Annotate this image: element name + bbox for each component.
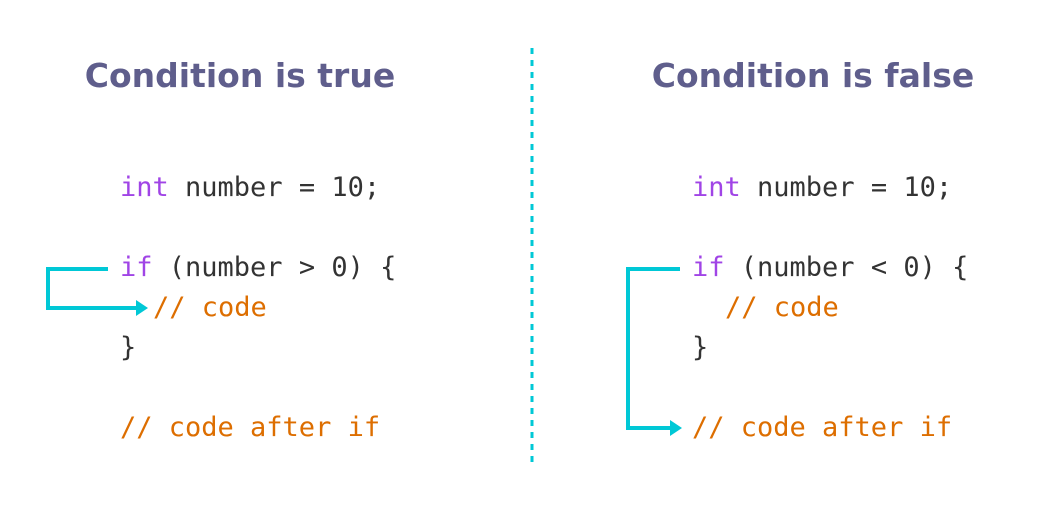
true-flow-arrow <box>46 267 138 310</box>
left-code-line-5: // code after if <box>120 412 381 443</box>
left-title: Condition is true <box>84 56 396 95</box>
keyword: int <box>692 172 741 203</box>
right-code-line-3: // code <box>725 292 839 323</box>
code-text: number = 10; <box>168 172 381 203</box>
keyword: int <box>120 172 169 203</box>
left-code-line-2: if (number > 0) { <box>120 248 396 288</box>
keyword: if <box>692 252 725 283</box>
right-code-line-2: if (number < 0) { <box>692 248 968 288</box>
right-code-line-5: // code after if <box>692 412 953 443</box>
right-code-line-1: int number = 10; <box>692 168 952 208</box>
left-code-line-1: int number = 10; <box>120 168 380 208</box>
code-text: (number < 0) { <box>724 252 969 283</box>
false-flow-arrow <box>626 267 680 430</box>
right-title: Condition is false <box>651 56 975 95</box>
keyword: if <box>120 252 153 283</box>
code-text: (number > 0) { <box>152 252 397 283</box>
left-code-line-3: // code <box>153 292 267 323</box>
left-code-line-4: } <box>120 332 137 363</box>
true-arrowhead-icon <box>136 300 148 316</box>
right-code-line-4: } <box>692 332 709 363</box>
false-arrowhead-icon <box>670 420 682 436</box>
code-text: number = 10; <box>740 172 953 203</box>
